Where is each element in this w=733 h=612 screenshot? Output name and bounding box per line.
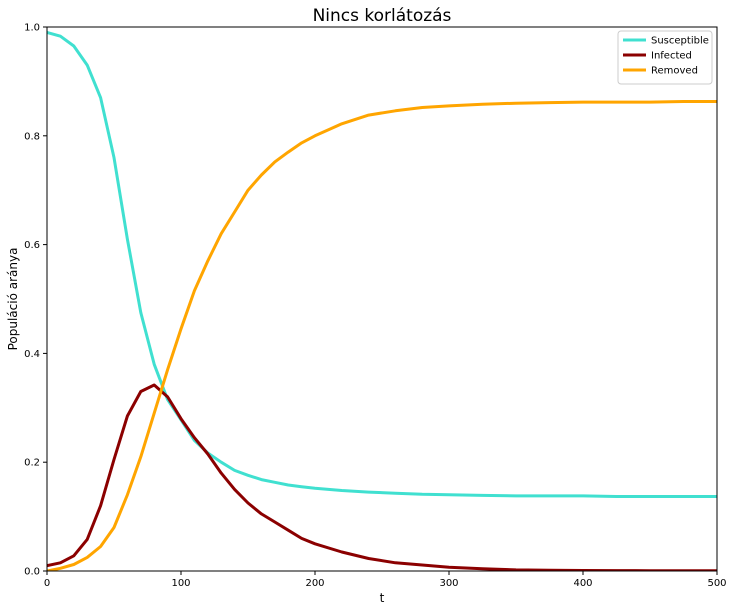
plot-area xyxy=(47,30,717,571)
x-axis-label: t xyxy=(380,591,385,605)
x-tick-label: 500 xyxy=(707,578,726,589)
series-line-removed xyxy=(47,100,717,571)
y-tick-label: 0.0 xyxy=(24,567,40,578)
chart-title: Nincs korlátozás xyxy=(313,6,452,26)
y-tick-label: 1.0 xyxy=(24,23,40,34)
y-tick-label: 0.8 xyxy=(24,131,40,142)
legend: Susceptible Infected Removed xyxy=(617,30,713,85)
series-line-infected xyxy=(47,383,717,571)
legend-label-infected: Infected xyxy=(651,51,692,62)
y-tick-label: 0.4 xyxy=(24,349,40,360)
y-tick-label: 0.6 xyxy=(24,240,40,251)
x-tick-label: 300 xyxy=(439,578,458,589)
legend-label-removed: Removed xyxy=(651,66,698,77)
x-tick-label: 200 xyxy=(305,578,324,589)
plot-frame xyxy=(46,26,718,572)
y-tick-label: 0.2 xyxy=(24,458,40,469)
series-line-susceptible xyxy=(47,30,717,498)
legend-label-susceptible: Susceptible xyxy=(651,36,709,47)
y-axis-label: Populáció aránya xyxy=(6,248,20,351)
x-tick-label: 0 xyxy=(44,578,50,589)
ticks-layer: 0 100 200 300 400 500 0.0 0.2 0.4 0.6 0.8 1.0 xyxy=(24,23,726,590)
series-layer xyxy=(47,30,717,571)
x-tick-label: 100 xyxy=(171,578,190,589)
x-tick-label: 400 xyxy=(573,578,592,589)
